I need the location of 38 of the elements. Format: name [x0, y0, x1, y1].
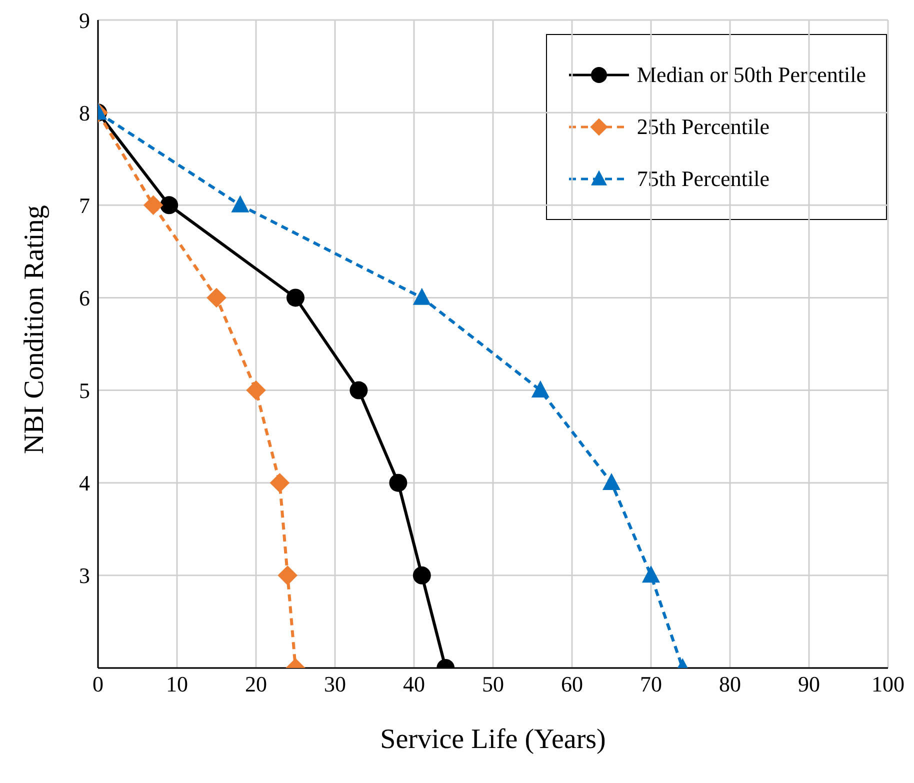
x-tick-label: 100 [872, 672, 904, 697]
y-tick-label: 7 [79, 192, 90, 218]
x-tick-label: 0 [92, 672, 104, 697]
y-tick-label: 6 [79, 286, 90, 311]
x-tick-label: 90 [798, 672, 820, 697]
x-tick-label: 80 [719, 672, 741, 697]
x-tick-label: 30 [324, 672, 346, 697]
point [246, 380, 266, 400]
x-tick-label: 10 [166, 672, 188, 697]
x-tick-label: 60 [561, 672, 583, 697]
point [270, 472, 290, 493]
point [286, 288, 304, 307]
point [143, 195, 164, 216]
y-tick-label: 8 [79, 100, 90, 126]
x-tick-label: 70 [640, 672, 662, 697]
point [206, 288, 226, 308]
point [389, 474, 408, 492]
point [278, 566, 298, 586]
y-tick-label: 4 [79, 470, 90, 496]
legend-label: 25th Percentile [636, 114, 770, 140]
x-tick-label: 40 [403, 672, 425, 697]
point [602, 472, 620, 490]
point [642, 566, 660, 583]
x-axis-title: Service Life (Years) [380, 724, 606, 755]
point [231, 195, 250, 212]
point [412, 288, 431, 305]
y-tick-label: 3 [79, 563, 90, 588]
legend-label: 75th Percentile [636, 166, 770, 192]
y-tick-label: 9 [79, 8, 90, 33]
x-tick-label: 20 [245, 672, 267, 697]
point [350, 381, 368, 400]
y-axis-title: NBI Condition Rating [18, 205, 50, 454]
point [412, 566, 431, 584]
point [160, 196, 178, 214]
y-tick-label: 5 [79, 378, 90, 404]
legend-label: Median or 50th Percentile [636, 62, 866, 88]
point [531, 380, 550, 398]
x-tick-label: 50 [482, 672, 504, 697]
